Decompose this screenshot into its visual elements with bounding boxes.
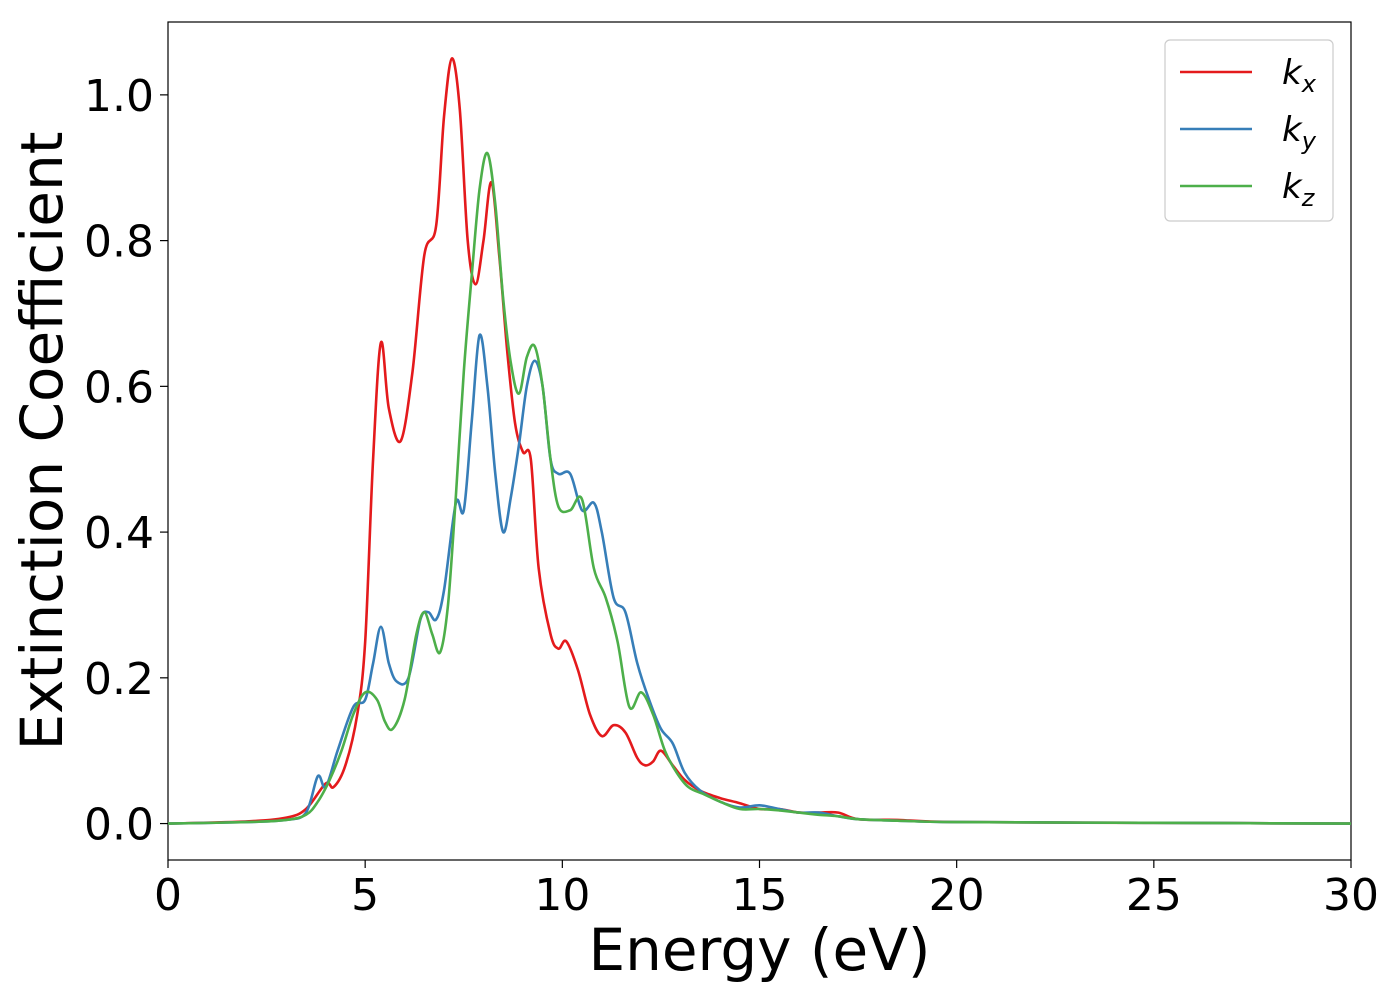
legend-label: kx (1282, 53, 1317, 98)
x-tick-label: 15 (732, 870, 788, 921)
legend: kx ky kz (1164, 39, 1334, 222)
legend-box (1164, 39, 1334, 222)
y-tick-label: 0.8 (84, 217, 154, 268)
series-layer (167, 57, 1352, 825)
y-tick-label: 0.4 (84, 508, 154, 559)
legend-label: ky (1282, 110, 1317, 155)
y-tick-label: 0.6 (84, 362, 154, 413)
x-axis: 0 5 10 15 20 25 30 (154, 860, 1379, 921)
y-tick-label: 1.0 (84, 71, 154, 122)
y-axis-title: Extinction Coefficient (8, 132, 76, 751)
y-axis: 0.0 0.2 0.4 0.6 0.8 1.0 (84, 71, 168, 851)
y-tick-label: 0.2 (84, 654, 154, 705)
x-axis-title: Energy (eV) (588, 916, 930, 984)
x-tick-label: 30 (1323, 870, 1379, 921)
series-line-k-y (167, 333, 1352, 825)
x-tick-label: 20 (929, 870, 985, 921)
series-line-k-z (167, 151, 1352, 825)
legend-label: kz (1282, 167, 1316, 212)
x-tick-label: 0 (154, 870, 182, 921)
x-tick-label: 25 (1126, 870, 1182, 921)
x-tick-label: 5 (351, 870, 379, 921)
y-tick-label: 0.0 (84, 800, 154, 851)
x-tick-label: 10 (534, 870, 590, 921)
